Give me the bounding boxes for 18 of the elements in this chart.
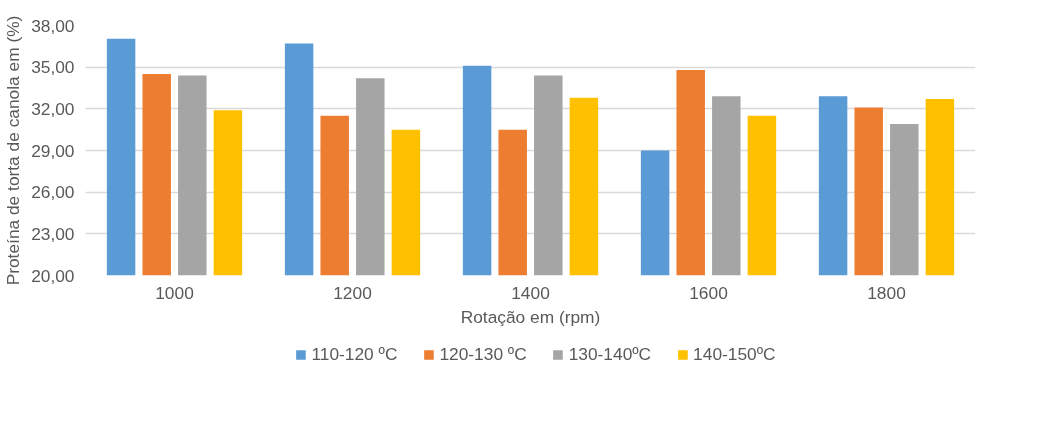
y-tick-label: 32,00 <box>31 98 75 119</box>
legend-label: 130-140ºC <box>568 343 652 365</box>
y-tick-label: 26,00 <box>31 182 75 203</box>
legend-label: 120-130 ºC <box>439 343 527 365</box>
y-axis-title: Proteína de torta de canola em (%) <box>3 15 24 286</box>
y-tick-label: 29,00 <box>31 140 75 161</box>
legend-label: 140-150ºC <box>693 343 776 365</box>
x-tick-label: 1400 <box>511 282 550 303</box>
y-tick-label: 23,00 <box>31 223 75 244</box>
x-axis-title: Rotação em (rpm) <box>460 306 601 327</box>
x-tick-label: 1600 <box>689 282 728 303</box>
y-tick-label: 35,00 <box>31 57 75 78</box>
x-tick-label: 1000 <box>155 282 194 303</box>
x-tick-label: 1800 <box>867 282 906 303</box>
y-tick-label: 38,00 <box>31 15 75 36</box>
legend-label: 110-120 ºC <box>311 343 398 365</box>
y-tick-label: 20,00 <box>31 265 75 286</box>
x-tick-label: 1200 <box>333 282 372 303</box>
